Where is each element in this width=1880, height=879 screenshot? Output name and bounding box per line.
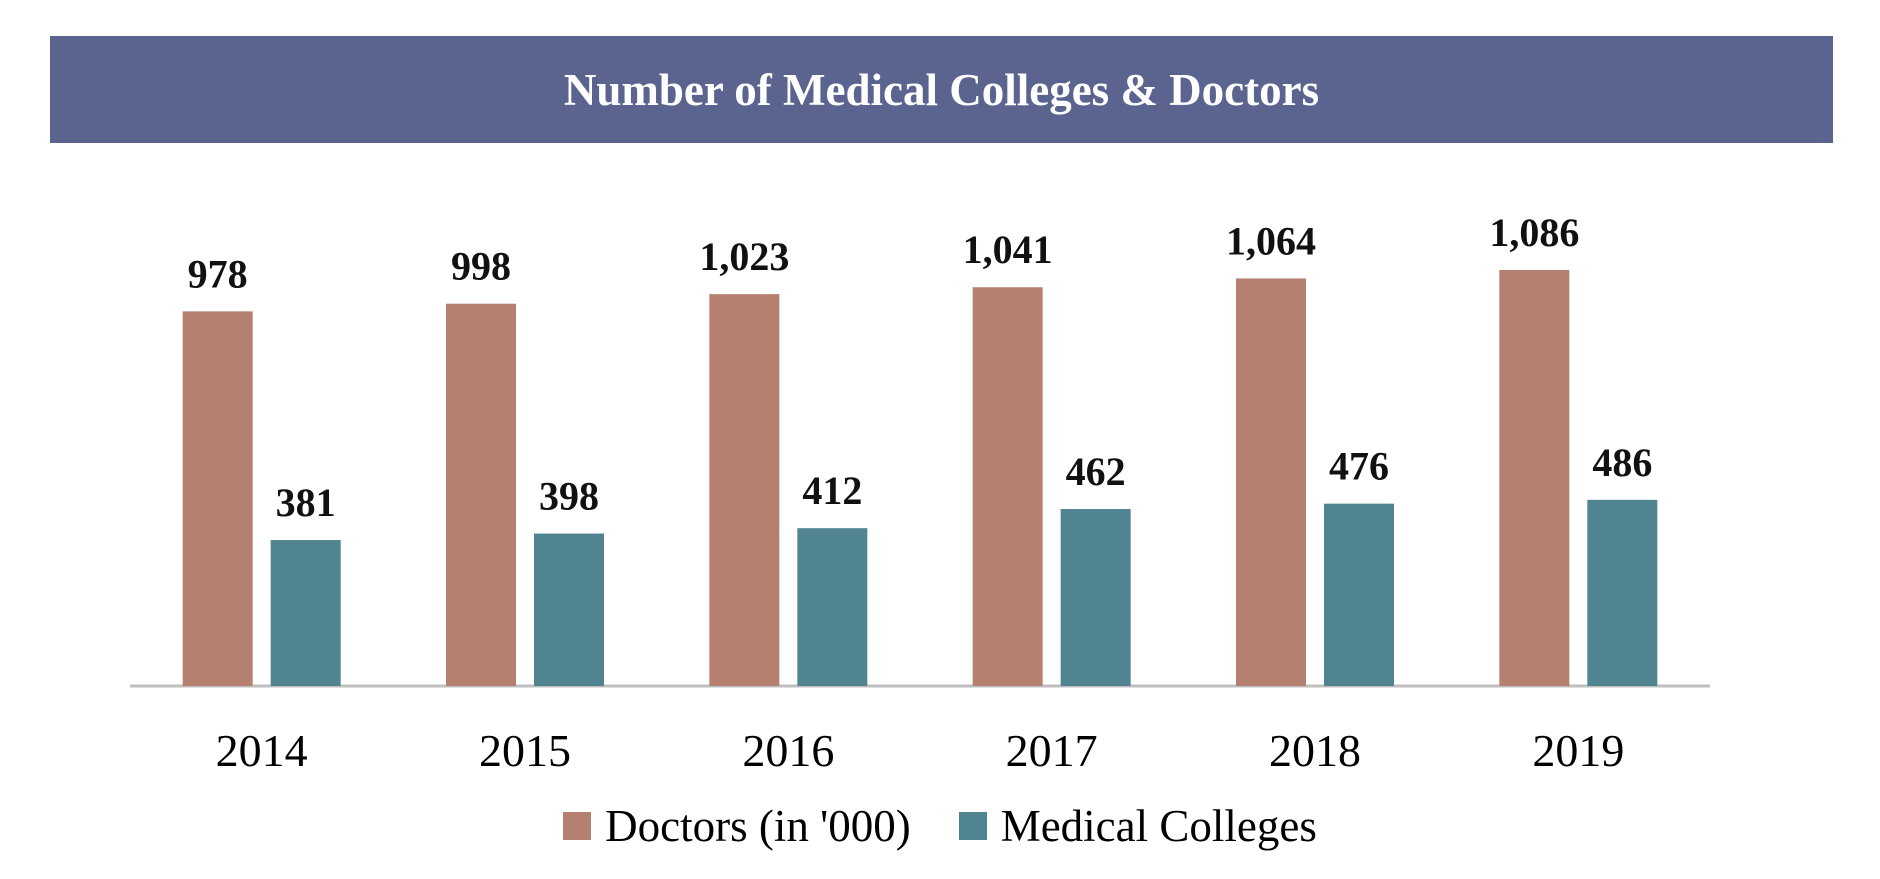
chart-legend: Doctors (in '000) Medical Colleges xyxy=(0,800,1880,852)
legend-label-medical-colleges: Medical Colleges xyxy=(1000,801,1317,851)
bar-doctors-2017 xyxy=(972,287,1043,686)
x-tick-label-2014: 2014 xyxy=(216,725,308,776)
bar-doctors-2014 xyxy=(182,311,253,686)
legend-item-medical-colleges: Medical Colleges xyxy=(958,800,1317,852)
data-label-medical-colleges-2017: 462 xyxy=(1066,449,1126,494)
data-label-doctors-2018: 1,064 xyxy=(1226,218,1316,263)
chart-title: Number of Medical Colleges & Doctors xyxy=(563,64,1320,115)
bar-doctors-2015 xyxy=(446,303,516,686)
legend-label-doctors: Doctors (in '000) xyxy=(605,801,911,851)
x-tick-label-2019: 2019 xyxy=(1532,725,1624,776)
bar-medical-colleges-2015 xyxy=(534,533,604,686)
bar-medical-colleges-2014 xyxy=(270,540,341,686)
data-label-medical-colleges-2014: 381 xyxy=(276,480,336,525)
x-tick-label-2015: 2015 xyxy=(479,725,571,776)
bar-medical-colleges-2019 xyxy=(1587,499,1658,686)
bar-medical-colleges-2016 xyxy=(797,528,868,686)
chart-title-bar: Number of Medical Colleges & Doctors xyxy=(50,36,1833,143)
x-tick-label-2017: 2017 xyxy=(1006,725,1098,776)
data-label-doctors-2019: 1,086 xyxy=(1489,210,1579,255)
data-label-medical-colleges-2016: 412 xyxy=(802,468,862,513)
data-label-medical-colleges-2015: 398 xyxy=(539,474,599,519)
bar-medical-colleges-2017 xyxy=(1060,509,1131,686)
x-tick-label-2018: 2018 xyxy=(1269,725,1361,776)
bar-doctors-2018 xyxy=(1236,278,1306,686)
data-label-doctors-2017: 1,041 xyxy=(963,227,1053,272)
data-label-doctors-2016: 1,023 xyxy=(699,234,789,279)
bar-medical-colleges-2018 xyxy=(1324,503,1394,686)
data-label-doctors-2014: 978 xyxy=(188,251,248,296)
data-label-medical-colleges-2018: 476 xyxy=(1329,444,1389,489)
legend-swatch-doctors xyxy=(563,812,592,840)
bar-doctors-2019 xyxy=(1499,270,1570,686)
x-tick-label-2016: 2016 xyxy=(742,725,834,776)
legend-swatch-medical-colleges xyxy=(958,812,987,840)
data-label-doctors-2015: 998 xyxy=(451,244,511,289)
legend-item-doctors: Doctors (in '000) xyxy=(563,800,911,852)
data-label-medical-colleges-2019: 486 xyxy=(1592,440,1652,485)
bar-doctors-2016 xyxy=(709,294,780,686)
